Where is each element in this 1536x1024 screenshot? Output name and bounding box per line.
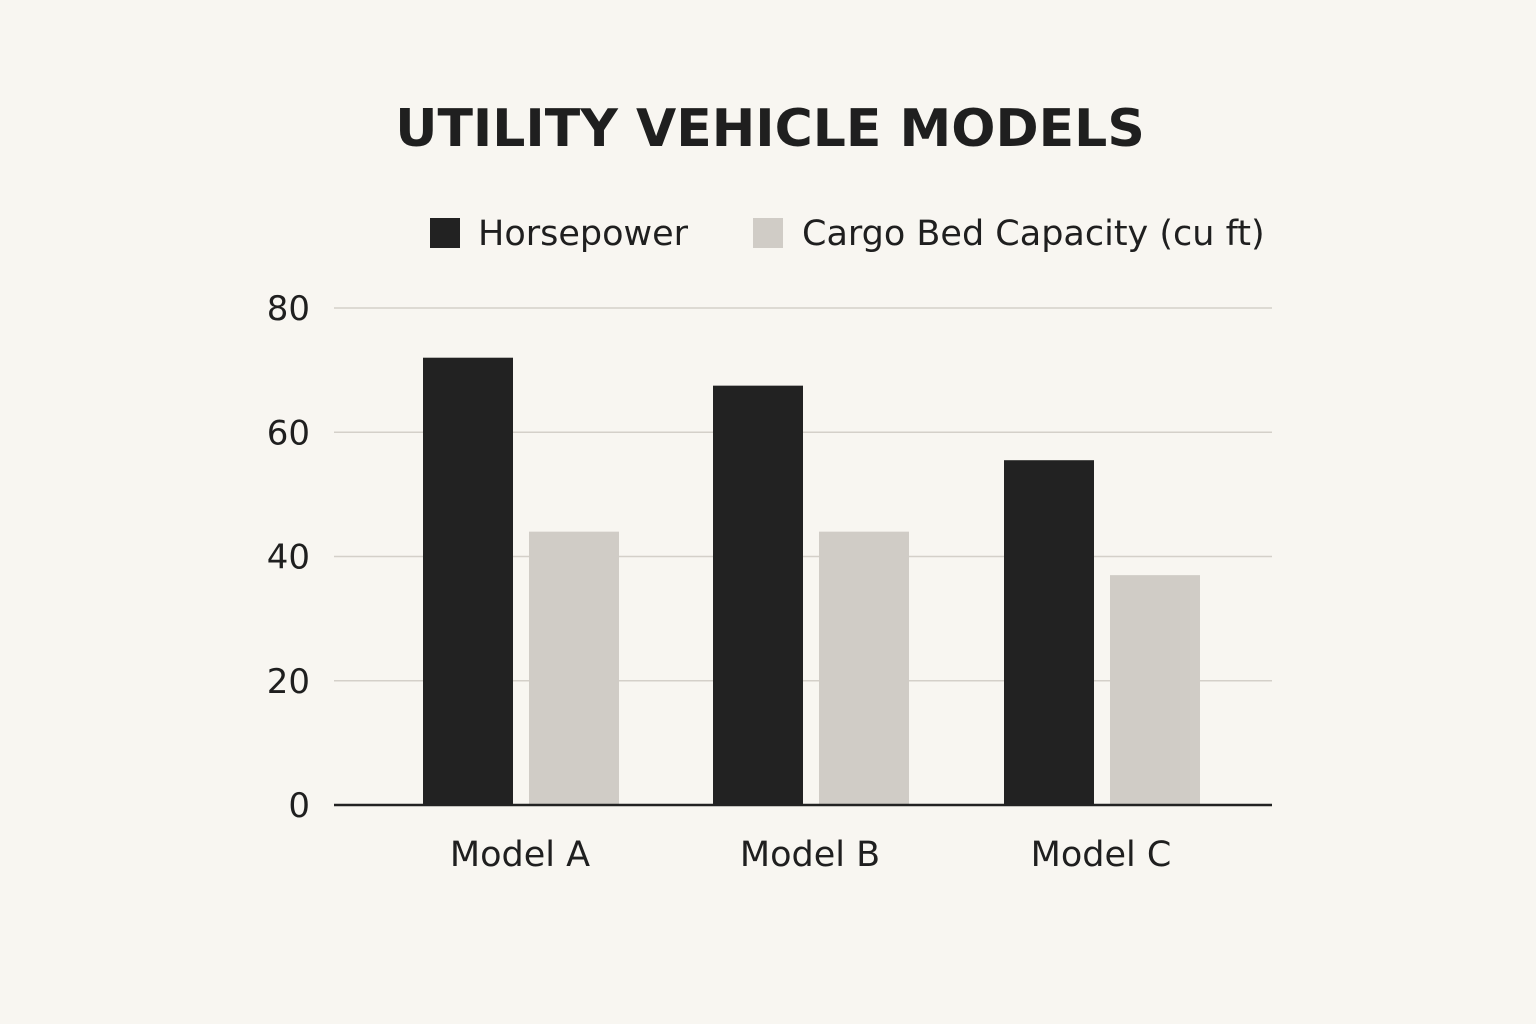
bar-horsepower-model-b [713,385,803,805]
legend-swatch-horsepower [430,218,460,248]
y-tick-label-80: 80 [267,289,310,329]
x-tick-label-model-b: Model B [740,835,880,875]
y-tick-label-40: 40 [267,538,310,578]
y-tick-label-60: 60 [267,413,310,453]
legend-item-cargo-bed-capacity: Cargo Bed Capacity (cu ft) [753,214,1265,254]
x-tick-label-model-c: Model C [1031,835,1172,875]
bar-cargo-bed-capacity-cu-ft-model-a [529,531,619,805]
bars [423,357,1200,805]
y-tick-label-20: 20 [267,662,310,702]
bar-horsepower-model-c [1004,460,1094,805]
y-axis-ticks: 0 20 40 60 80 [267,289,310,826]
y-tick-label-0: 0 [288,786,310,826]
bar-cargo-bed-capacity-cu-ft-model-b [819,531,909,805]
legend: Horsepower Cargo Bed Capacity (cu ft) [430,214,1265,254]
bar-cargo-bed-capacity-cu-ft-model-c [1110,575,1200,805]
bar-horsepower-model-a [423,357,513,805]
x-axis-labels: Model A Model B Model C [450,835,1171,875]
x-tick-label-model-a: Model A [450,835,590,875]
legend-label-horsepower: Horsepower [478,214,689,254]
legend-label-cargo-bed-capacity: Cargo Bed Capacity (cu ft) [802,214,1265,254]
legend-item-horsepower: Horsepower [430,214,689,254]
legend-swatch-cargo-bed-capacity [753,218,783,248]
chart-title: UTILITY VEHICLE MODELS [395,99,1145,159]
